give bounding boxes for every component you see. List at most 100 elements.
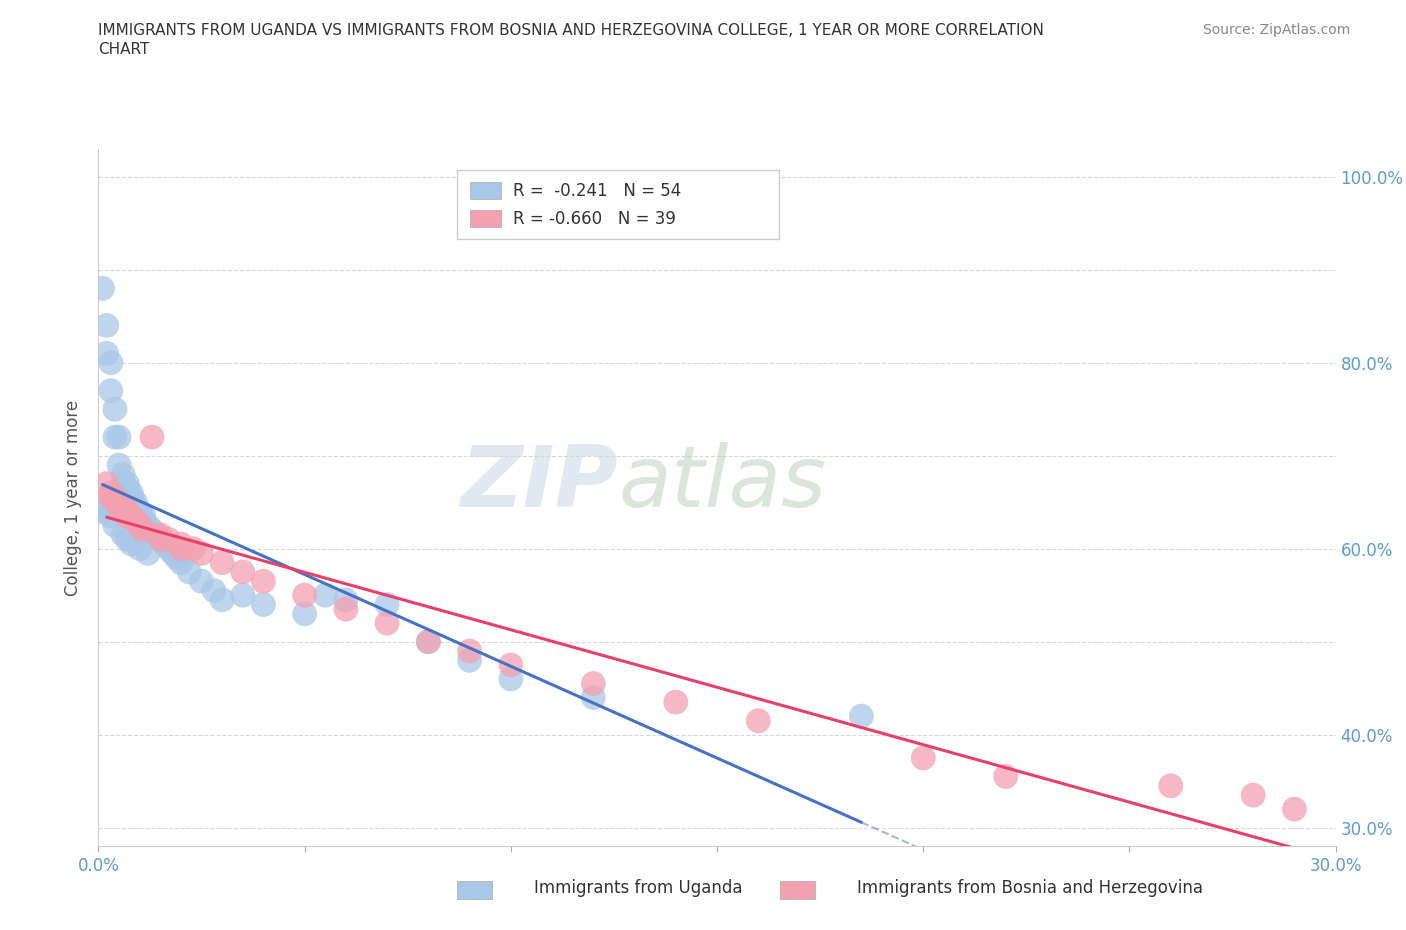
Point bbox=[145, 527, 167, 542]
Text: ZIP: ZIP bbox=[460, 442, 619, 525]
FancyBboxPatch shape bbox=[457, 170, 779, 240]
Point bbox=[166, 551, 188, 565]
Point bbox=[120, 537, 142, 551]
Point bbox=[120, 490, 142, 505]
Point bbox=[994, 769, 1017, 784]
Point bbox=[112, 476, 135, 491]
Point bbox=[582, 690, 605, 705]
Point bbox=[458, 644, 481, 658]
Point bbox=[153, 537, 176, 551]
Text: Source: ZipAtlas.com: Source: ZipAtlas.com bbox=[1202, 23, 1350, 37]
Point bbox=[96, 318, 118, 333]
Text: R =  -0.241   N = 54: R = -0.241 N = 54 bbox=[513, 181, 681, 200]
Point bbox=[117, 509, 139, 524]
Point bbox=[665, 695, 688, 710]
Point bbox=[132, 509, 155, 524]
Point bbox=[190, 574, 212, 589]
Point bbox=[170, 537, 193, 551]
Point bbox=[202, 583, 225, 598]
FancyBboxPatch shape bbox=[470, 210, 501, 227]
Point bbox=[117, 504, 139, 519]
Point bbox=[314, 588, 336, 603]
Point bbox=[141, 523, 163, 538]
Point bbox=[108, 499, 131, 514]
Point bbox=[157, 532, 180, 547]
Point bbox=[170, 541, 193, 556]
Point bbox=[418, 634, 440, 649]
Point bbox=[117, 476, 139, 491]
Point bbox=[170, 555, 193, 570]
Point bbox=[91, 281, 114, 296]
Point bbox=[232, 565, 254, 579]
Point bbox=[108, 495, 131, 510]
Point bbox=[181, 541, 204, 556]
Point bbox=[100, 383, 122, 398]
Point bbox=[252, 574, 274, 589]
Point bbox=[375, 616, 398, 631]
Point bbox=[190, 546, 212, 561]
Point bbox=[117, 532, 139, 547]
Point bbox=[104, 402, 127, 417]
Text: atlas: atlas bbox=[619, 442, 827, 525]
Point bbox=[128, 504, 150, 519]
Text: IMMIGRANTS FROM UGANDA VS IMMIGRANTS FROM BOSNIA AND HERZEGOVINA COLLEGE, 1 YEAR: IMMIGRANTS FROM UGANDA VS IMMIGRANTS FRO… bbox=[98, 23, 1045, 38]
Point bbox=[100, 509, 122, 524]
Point bbox=[100, 355, 122, 370]
Point bbox=[132, 523, 155, 538]
Point bbox=[100, 485, 122, 500]
Point bbox=[124, 499, 146, 514]
Bar bbox=[457, 881, 492, 899]
Point bbox=[582, 676, 605, 691]
Point bbox=[458, 653, 481, 668]
Point bbox=[747, 713, 769, 728]
Point bbox=[104, 430, 127, 445]
Point bbox=[335, 592, 357, 607]
Point bbox=[108, 458, 131, 472]
Point bbox=[418, 634, 440, 649]
Point bbox=[96, 499, 118, 514]
Bar bbox=[780, 881, 815, 899]
Point bbox=[499, 671, 522, 686]
Point bbox=[120, 509, 142, 524]
Point bbox=[499, 658, 522, 672]
Point bbox=[112, 467, 135, 482]
Point bbox=[375, 597, 398, 612]
Text: CHART: CHART bbox=[98, 42, 150, 57]
Point bbox=[96, 346, 118, 361]
Point bbox=[91, 504, 114, 519]
Point bbox=[96, 476, 118, 491]
Point bbox=[912, 751, 935, 765]
Point bbox=[141, 430, 163, 445]
Point bbox=[149, 532, 172, 547]
Point bbox=[136, 518, 159, 533]
Point bbox=[124, 513, 146, 528]
Point bbox=[1160, 778, 1182, 793]
Point bbox=[252, 597, 274, 612]
Point bbox=[294, 588, 316, 603]
Point bbox=[162, 546, 184, 561]
Point bbox=[294, 606, 316, 621]
Point bbox=[128, 518, 150, 533]
Point bbox=[128, 518, 150, 533]
Point bbox=[104, 490, 127, 505]
Point bbox=[117, 481, 139, 496]
Point bbox=[851, 709, 873, 724]
Text: Immigrants from Bosnia and Herzegovina: Immigrants from Bosnia and Herzegovina bbox=[815, 879, 1204, 897]
Text: R = -0.660   N = 39: R = -0.660 N = 39 bbox=[513, 209, 676, 228]
Point bbox=[335, 602, 357, 617]
Point bbox=[1284, 802, 1306, 817]
Point bbox=[132, 513, 155, 528]
Point bbox=[112, 527, 135, 542]
Point bbox=[112, 499, 135, 514]
Text: Immigrants from Uganda: Immigrants from Uganda bbox=[492, 879, 742, 897]
FancyBboxPatch shape bbox=[470, 182, 501, 199]
Point bbox=[120, 485, 142, 500]
Point bbox=[128, 541, 150, 556]
Point bbox=[232, 588, 254, 603]
Point bbox=[124, 495, 146, 510]
Y-axis label: College, 1 year or more: College, 1 year or more bbox=[65, 400, 83, 595]
Point bbox=[149, 532, 172, 547]
Point bbox=[179, 565, 201, 579]
Point bbox=[104, 518, 127, 533]
Point bbox=[128, 504, 150, 519]
